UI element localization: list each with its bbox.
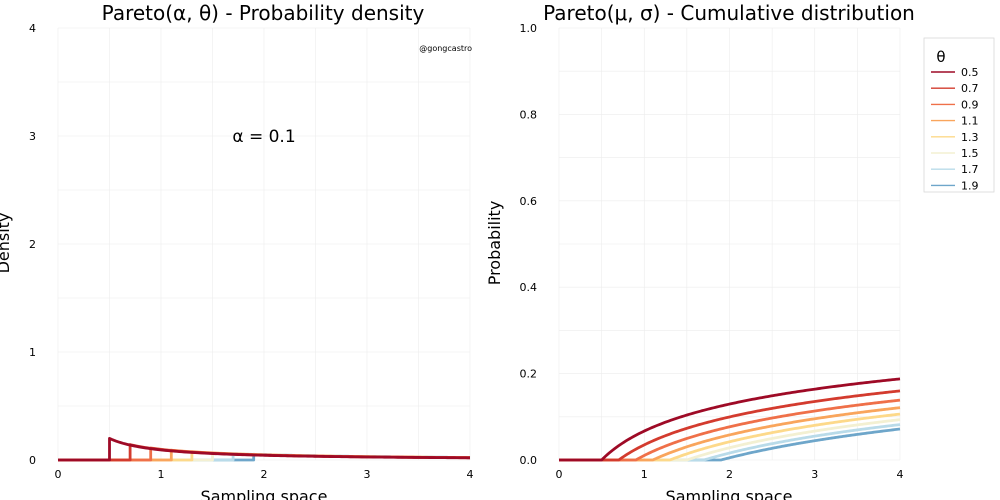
legend-label-1.9: 1.9	[961, 179, 979, 192]
cdf-ytick-label: 0.4	[520, 281, 538, 294]
cdf-xtick-label: 0	[556, 468, 563, 481]
cdf-panel: Pareto(μ, σ) - Cumulative distribution S…	[485, 1, 915, 500]
legend-label-1.3: 1.3	[961, 131, 979, 144]
pdf-xtick-label: 2	[261, 468, 268, 481]
cdf-grid	[558, 27, 901, 461]
cdf-series-line-theta-1.9	[559, 427, 901, 462]
cdf-xtick-label: 2	[726, 468, 733, 481]
cdf-series-line-theta-1.1	[559, 406, 901, 462]
pdf-credit: @gongcastro	[419, 44, 472, 53]
legend-label-0.7: 0.7	[961, 82, 979, 95]
cdf-series-line-theta-1.3	[559, 412, 901, 462]
pdf-xlabel: Sampling space	[201, 487, 328, 500]
legend-box	[923, 37, 995, 193]
cdf-lines	[559, 377, 901, 462]
cdf-xlabel: Sampling space	[666, 487, 793, 500]
cdf-ytick-label: 1.0	[520, 22, 538, 35]
pdf-ytick-label: 1	[29, 346, 36, 359]
cdf-ytick-label: 0.6	[520, 195, 538, 208]
pdf-title: Pareto(α, θ) - Probability density	[102, 1, 425, 25]
legend-label-1.5: 1.5	[961, 147, 979, 160]
cdf-series-line-theta-0.7	[559, 389, 901, 462]
cdf-xtick-label: 1	[641, 468, 648, 481]
pdf-xtick-label: 3	[364, 468, 371, 481]
pdf-ticks: 0 1 2 3 4 0 1 2 3 4	[29, 22, 474, 481]
legend-label-0.5: 0.5	[961, 66, 979, 79]
pdf-ylabel: Density	[0, 213, 13, 274]
cdf-ytick-label: 0.2	[520, 368, 538, 381]
legend-items: 0.5 0.7 0.9 1.1 1.3 1.5 1.7 1.9	[931, 66, 979, 192]
pdf-ytick-label: 3	[29, 130, 36, 143]
pdf-xtick-label: 1	[158, 468, 165, 481]
legend-label-0.9: 0.9	[961, 98, 979, 111]
pdf-ytick-label: 0	[29, 454, 36, 467]
cdf-series-line-theta-0.5	[559, 377, 901, 462]
pdf-xtick-label: 4	[467, 468, 474, 481]
cdf-xtick-label: 4	[897, 468, 904, 481]
pdf-ytick-label: 4	[29, 22, 36, 35]
cdf-xtick-label: 3	[811, 468, 818, 481]
cdf-series-line-theta-0.9	[559, 398, 901, 462]
cdf-ticks: 0 1 2 3 4 0.0 0.2 0.4 0.6 0.8 1.0	[520, 22, 904, 481]
pdf-alpha-annotation: α = 0.1	[232, 127, 295, 147]
legend-title: θ	[936, 48, 945, 66]
pdf-series-line-theta-0.5	[58, 437, 471, 462]
cdf-title: Pareto(μ, σ) - Cumulative distribution	[543, 1, 915, 25]
pdf-lines	[58, 437, 471, 462]
legend: θ 0.5 0.7 0.9 1.1 1.3 1.5 1.7 1.9	[923, 37, 995, 193]
cdf-ytick-label: 0.8	[520, 108, 538, 121]
pdf-xtick-label: 0	[55, 468, 62, 481]
cdf-series-line-theta-1.5	[559, 418, 901, 462]
cdf-ytick-label: 0.0	[520, 454, 538, 467]
pdf-panel: Pareto(α, θ) - Probability density Sampl…	[0, 1, 474, 500]
cdf-ylabel: Probability	[485, 201, 504, 286]
pdf-ytick-label: 2	[29, 238, 36, 251]
legend-label-1.1: 1.1	[961, 115, 979, 128]
cdf-series-line-theta-1.7	[559, 423, 901, 462]
legend-label-1.7: 1.7	[961, 163, 979, 176]
pdf-grid	[57, 27, 471, 461]
